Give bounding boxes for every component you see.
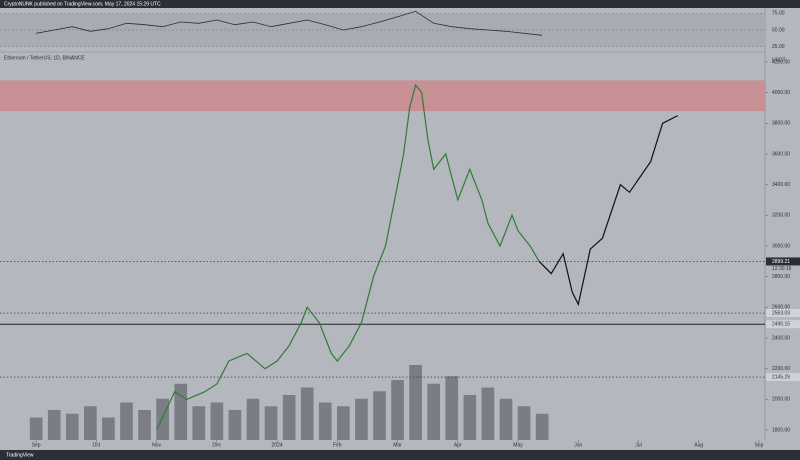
volume-bar [373, 391, 386, 440]
volume-bar [517, 406, 531, 440]
volume-bar [102, 417, 115, 440]
footer-bar [0, 450, 800, 460]
level-tag [766, 373, 800, 382]
price-line [538, 115, 678, 307]
countdown: 12:30:16 [772, 266, 792, 272]
x-tick-label: Sep [755, 442, 764, 448]
volume-bar [84, 406, 97, 440]
x-tick-label: 2024 [272, 442, 283, 448]
x-tick-label: Oct [92, 442, 100, 448]
y-tick-label: 3000.00 [772, 243, 790, 249]
x-tick-label: Nov [152, 442, 161, 448]
y-tick-label: 2400.00 [772, 335, 790, 341]
y-tick-label: 3400.00 [772, 182, 790, 188]
x-tick-label: Aug [694, 442, 703, 448]
x-tick-label: Jun [574, 442, 582, 448]
volume-bar [427, 383, 441, 440]
volume-bar [300, 387, 314, 440]
volume-bar [192, 406, 206, 440]
y-tick-label: 2000.00 [772, 397, 790, 403]
volume-bar [210, 402, 224, 440]
volume-bar [318, 402, 332, 440]
footer: TradingView [6, 452, 34, 458]
volume-bar [337, 406, 350, 440]
volume-bar [535, 413, 549, 440]
volume-bar [355, 398, 368, 440]
rsi-band-label: 75.00 [772, 11, 785, 17]
y-tick-label: 3800.00 [772, 121, 790, 127]
price-line [156, 83, 540, 431]
level-label: 2563.03 [772, 310, 790, 316]
level-tag [766, 257, 800, 266]
x-tick-label: Feb [333, 442, 342, 448]
volume-bar [120, 402, 133, 440]
x-tick-label: Sep [32, 442, 41, 448]
x-tick-label: Apr [454, 442, 462, 448]
header: CryptoNUNK published on TradingView.com,… [4, 1, 161, 7]
y-tick-label: 3600.00 [772, 151, 790, 157]
volume-bar [65, 413, 79, 440]
volume-bar [228, 410, 242, 440]
x-tick-label: May [513, 442, 523, 448]
y-tick-label: 4200.00 [772, 59, 790, 65]
rsi-band-label: 50.00 [772, 27, 785, 33]
volume-bar [282, 395, 296, 440]
volume-bar [246, 398, 260, 440]
x-tick-label: Mar [393, 442, 402, 448]
y-tick-label: 2200.00 [772, 366, 790, 372]
rsi-line [36, 10, 543, 36]
volume-bar [47, 410, 61, 440]
volume-bar [409, 365, 422, 440]
currency: USDT [772, 57, 786, 63]
rsi-band [0, 13, 765, 47]
volume-bar [138, 410, 151, 440]
level-label: 2145.29 [772, 374, 790, 380]
volume-bar [29, 417, 43, 440]
y-tick-label: 3200.00 [772, 213, 790, 219]
volume-bar [156, 398, 169, 440]
level-tag [766, 309, 800, 318]
volume-bar [499, 398, 513, 440]
volume-bar [481, 387, 495, 440]
x-tick-label: Jul [635, 442, 641, 448]
chart-title: Ethereum / TetherUS, 1D, BINANCE [4, 55, 85, 61]
resistance-zone [0, 80, 765, 112]
level-tag [766, 320, 800, 329]
volume-bar [264, 406, 278, 440]
header-bar [0, 0, 800, 8]
rsi-band-label: 25.00 [772, 44, 785, 50]
y-tick-label: 1800.00 [772, 427, 790, 433]
y-tick-label: 2600.00 [772, 305, 790, 311]
y-tick-label: 2800.00 [772, 274, 790, 280]
volume-bar [391, 380, 404, 440]
y-tick-label: 4000.00 [772, 90, 790, 96]
level-label: 2490.15 [772, 322, 790, 328]
volume-bar [463, 395, 477, 440]
level-label: 2899.21 [772, 259, 790, 265]
x-tick-label: Dec [212, 442, 221, 448]
volume-bar [445, 376, 459, 440]
